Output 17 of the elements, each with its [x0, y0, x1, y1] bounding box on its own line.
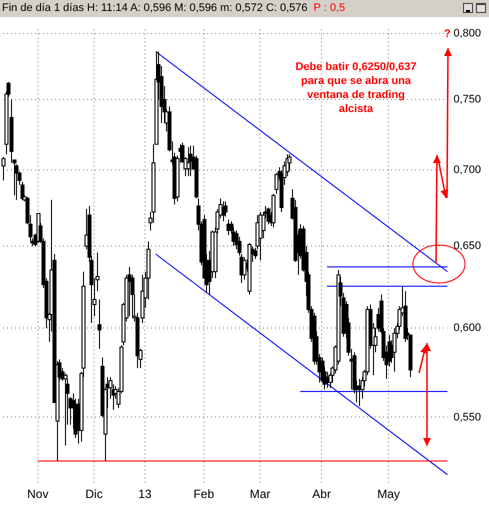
x-tick-label: 13	[138, 487, 152, 502]
y-tick-label: 0,800	[453, 27, 482, 40]
y-tick-label: 0,600	[453, 322, 482, 334]
x-tick-label: Feb	[193, 487, 214, 502]
annotation: ?	[444, 28, 451, 40]
x-tick-label: Mar	[250, 487, 270, 502]
chart-title: Fin de día 1 días H: 11:14 A: 0,596 M: 0,596 m: 0,572 C: 0,576	[2, 2, 308, 14]
x-tick-label: Nov	[27, 487, 48, 502]
x-tick-label: May	[377, 487, 400, 502]
y-tick-label: 0,700	[453, 164, 482, 176]
y-tick-label: 0,550	[453, 411, 482, 424]
x-tick-label: Abr	[312, 487, 331, 502]
annotation: Debe batir 0,6250/0,637 para que se abra una ventana de trading alcista	[294, 60, 418, 116]
x-tick-label: Dic	[85, 487, 103, 502]
y-tick-label: 0,750	[453, 94, 482, 106]
y-tick-label: 0,650	[453, 240, 482, 252]
text: P : 0,5	[314, 2, 346, 14]
